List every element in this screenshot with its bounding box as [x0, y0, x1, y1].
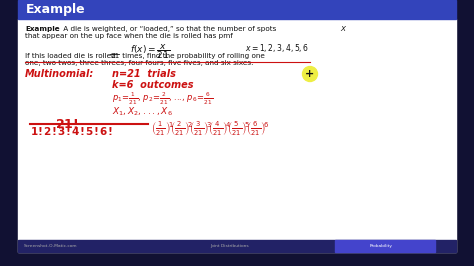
- Circle shape: [302, 66, 318, 81]
- Text: Example: Example: [26, 3, 86, 16]
- Text: $p_1\!=\!\frac{1}{21}$, $p_2\!=\!\frac{2}{21}$, ..., $p_6\!=\!\frac{6}{21}$: $p_1\!=\!\frac{1}{21}$, $p_2\!=\!\frac{2…: [112, 91, 213, 107]
- Bar: [0, 0, 18, 266]
- Text: times, find the probability of rolling one: times, find the probability of rolling o…: [120, 53, 265, 59]
- Text: X: X: [340, 26, 345, 32]
- Text: one, two twos, three threes, four fours, five fives, and six sixes.: one, two twos, three threes, four fours,…: [25, 60, 254, 66]
- Text: $x = 1, 2, 3, 4, 5, 6$: $x = 1, 2, 3, 4, 5, 6$: [245, 42, 309, 54]
- Text: $\!\left(\frac{1}{21}\right)^{\!1}\!\!\left(\frac{2}{21}\right)^{\!2}\!\!\left(\: $\!\left(\frac{1}{21}\right)^{\!1}\!\!\l…: [152, 120, 270, 138]
- Text: Screenshot-O-Matic.com: Screenshot-O-Matic.com: [24, 244, 78, 248]
- Text: +: +: [305, 69, 315, 79]
- Text: Example: Example: [25, 26, 60, 32]
- Bar: [18, 240, 456, 252]
- Text: n=21  trials: n=21 trials: [112, 69, 176, 79]
- Bar: [335, 240, 435, 252]
- Bar: [456, 0, 474, 266]
- Text: Joint Distributions: Joint Distributions: [210, 244, 249, 248]
- Text: $\mathbf{21!}$: $\mathbf{21!}$: [55, 118, 78, 131]
- Text: If this loaded die is rolled: If this loaded die is rolled: [25, 53, 118, 59]
- Text: A die is weighted, or “loaded,” so that the number of spots: A die is weighted, or “loaded,” so that …: [61, 26, 279, 32]
- Text: $X_1, X_2, ..., X_6$: $X_1, X_2, ..., X_6$: [112, 105, 173, 118]
- Bar: [18, 0, 456, 19]
- Text: Multinomial:: Multinomial:: [25, 69, 94, 79]
- Text: k=6  outcomes: k=6 outcomes: [112, 80, 193, 90]
- Text: $\mathbf{1!2!3!4!5!6!}$: $\mathbf{1!2!3!4!5!6!}$: [30, 125, 112, 137]
- Text: that appear on the up face when the die is rolled has pmf: that appear on the up face when the die …: [25, 33, 233, 39]
- Bar: [18, 19, 456, 252]
- Text: 21: 21: [110, 53, 119, 59]
- Text: $f(x) = \dfrac{x}{21}$: $f(x) = \dfrac{x}{21}$: [130, 42, 170, 61]
- Text: Probability: Probability: [370, 244, 393, 248]
